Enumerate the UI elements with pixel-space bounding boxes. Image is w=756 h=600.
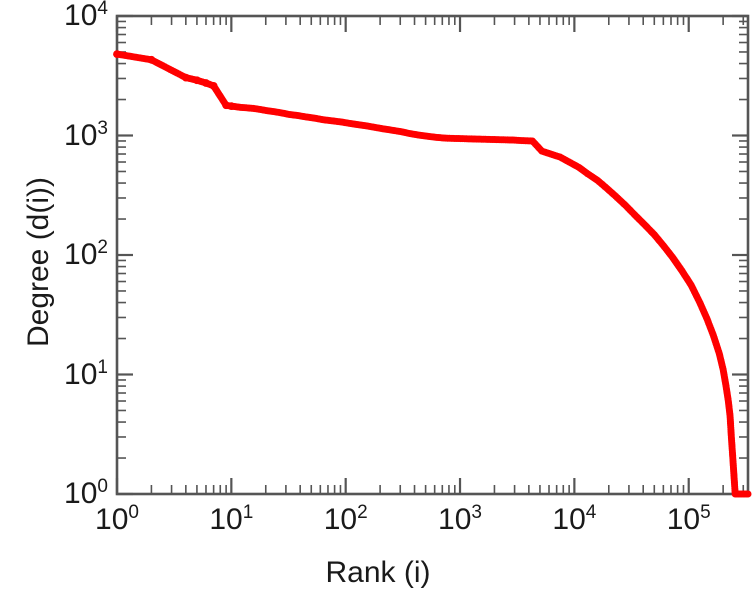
x-tick-label-0: 100 [95,503,139,537]
x-tick-mantissa-1: 10 [209,503,243,536]
x-tick-exponent-3: 3 [471,502,482,523]
y-tick-mantissa-0: 10 [64,477,98,510]
x-tick-exponent-1: 1 [242,502,254,523]
x-tick-exponent-0: 0 [128,502,139,523]
x-tick-mantissa-2: 10 [323,503,358,536]
y-axis-label-wrapper: Degree (d(i)) [22,102,62,422]
y-tick-mantissa-1: 10 [64,357,98,391]
x-tick-mantissa-4: 10 [552,503,586,536]
x-axis-label: Rank (i) [325,556,431,589]
x-tick-exponent-5: 5 [700,502,711,523]
x-tick-mantissa-0: 10 [95,503,129,536]
x-tick-mantissa-3: 10 [438,503,472,536]
x-tick-label-3: 103 [438,503,482,537]
y-tick-mantissa-2: 10 [64,238,98,271]
y-tick-exponent-3: 3 [97,117,108,139]
y-tick-exponent-1: 1 [97,356,108,378]
y-tick-mantissa-4: 10 [64,0,98,32]
x-tick-exponent-2: 2 [357,502,368,523]
y-tick-label-4: 104 [40,0,108,33]
y-axis-label: Degree (d(i)) [22,176,55,348]
y-tick-mantissa-3: 10 [64,118,98,152]
x-tick-mantissa-5: 10 [666,503,701,536]
y-tick-exponent-2: 2 [97,237,108,258]
y-tick-label-3: 103 [40,119,108,153]
x-tick-exponent-4: 4 [585,502,597,523]
y-tick-label-1: 101 [40,358,108,392]
x-tick-label-5: 105 [667,503,711,537]
x-tick-label-2: 102 [324,503,368,537]
data-series-degree-rank [113,50,752,498]
y-tick-label-0: 100 [40,477,108,511]
x-tick-label-1: 101 [209,503,253,537]
y-tick-exponent-0: 0 [97,476,108,497]
y-tick-exponent-4: 4 [97,0,108,19]
x-tick-label-4: 104 [552,503,596,537]
y-tick-label-2: 102 [40,238,108,272]
axis-ticks [115,14,748,496]
